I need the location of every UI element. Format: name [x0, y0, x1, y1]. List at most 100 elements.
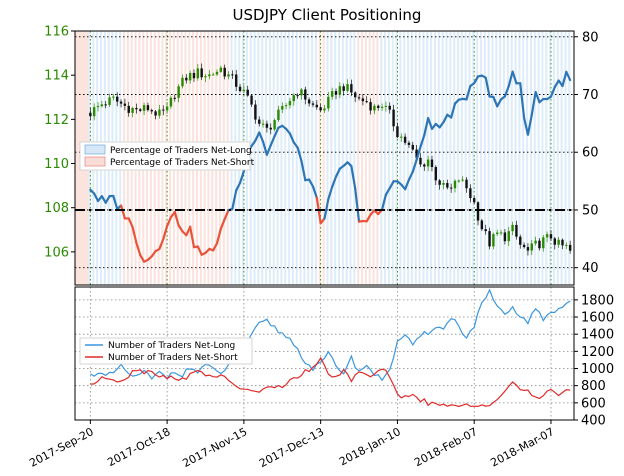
candle-body [181, 77, 184, 87]
candle-body [119, 101, 123, 104]
bg-column-long [449, 31, 452, 285]
candle-body [423, 164, 426, 167]
candle-body [192, 72, 196, 79]
candle-body [304, 89, 307, 100]
candle-body [238, 86, 242, 92]
candle-body [442, 183, 445, 185]
left-tick-label: 106 [44, 245, 69, 260]
candle-body [89, 112, 92, 117]
right-tick-label: 80 [582, 30, 599, 45]
bg-column-long [280, 31, 283, 285]
candle-body [154, 111, 157, 116]
bottom-legend-box [79, 337, 253, 365]
bottom-axis-ticks: 400 600 800 1000 1200 1400 1600 1800 [574, 293, 614, 429]
candle-body [292, 95, 295, 102]
sentiment-segment [173, 210, 180, 227]
candle-body [449, 187, 453, 189]
candle-body [568, 244, 572, 251]
candle-body [457, 180, 461, 182]
x-axis-ticks: 2017-Sep-20 2017-Oct-18 2017-Nov-15 2017-De… [27, 420, 556, 470]
candle-body [519, 236, 522, 245]
top-legend: Percentage of Traders Net-Long Percentag… [79, 141, 255, 171]
bg-column-long [426, 31, 429, 285]
candle-body [545, 234, 549, 238]
sentiment-segment [104, 195, 111, 204]
candle-body [496, 232, 499, 235]
bottom-tick-label: 400 [581, 414, 606, 429]
candle-body [327, 96, 330, 109]
sentiment-segment [288, 132, 295, 144]
candle-body [461, 179, 464, 181]
bottom-panel-frame [74, 286, 575, 421]
sentiment-segment [177, 224, 184, 233]
sentiment-segment [450, 102, 457, 119]
bg-column-long [537, 31, 540, 285]
bg-column-long [506, 31, 509, 285]
bg-column-long [341, 31, 344, 285]
candle-body [223, 67, 226, 77]
candle-body [346, 84, 349, 91]
sentiment-segment [331, 175, 338, 188]
legend-label-net-long: Percentage of Traders Net-Long [110, 146, 252, 156]
candle-body [100, 104, 104, 107]
sentiment-segment [519, 82, 526, 120]
sentiment-segment [365, 213, 372, 223]
sentiment-segment [561, 70, 568, 88]
bg-column-long [291, 31, 294, 285]
bg-column-short [376, 31, 379, 285]
candle-body [231, 74, 234, 76]
sentiment-segment [254, 131, 261, 142]
candle-body [499, 232, 503, 234]
sentiment-segment [380, 193, 388, 211]
sentiment-segment [166, 215, 173, 228]
candle-body [392, 109, 395, 127]
bg-column-long [334, 31, 337, 285]
bg-column-long [307, 31, 310, 285]
sentiment-segment [484, 76, 491, 98]
candle-body [288, 101, 292, 106]
candle-body [492, 234, 495, 247]
bg-column-long [380, 31, 383, 285]
bg-column-long [391, 31, 394, 285]
sentiment-segment [526, 113, 533, 136]
left-axis-ticks: 106 108 110 112 114 116 [44, 25, 75, 260]
candle-body [507, 231, 510, 242]
bg-column-long [276, 31, 279, 285]
candle-body [557, 239, 560, 245]
sentiment-segment [238, 170, 245, 184]
sentiment-segment [131, 225, 138, 245]
candle-body [369, 102, 372, 111]
x-tick-label: 2017-Oct-18 [105, 425, 172, 469]
sentiment-segment [135, 241, 142, 257]
sentiment-segment [534, 91, 541, 104]
sentiment-segment [553, 79, 560, 89]
candle-body [146, 105, 150, 111]
candle-body [446, 183, 449, 188]
sentiment-segment [300, 159, 307, 182]
x-tick-label: 2018-Mar-07 [488, 425, 556, 469]
sentiment-segment [119, 204, 127, 220]
sentiment-segment [223, 209, 230, 221]
candle-body [323, 108, 326, 111]
price-candles [89, 63, 572, 256]
bg-column-long [253, 31, 256, 285]
bg-column-long [288, 31, 291, 285]
sentiment-segment [522, 116, 530, 136]
chart-title: USDJPY Client Positioning [233, 6, 422, 24]
x-tick-label: 2018-Feb-07 [412, 425, 479, 469]
bg-column-long [491, 31, 494, 285]
right-tick-label: 50 [582, 203, 599, 218]
trader-count-lines [90, 288, 571, 408]
bg-column-long [311, 31, 314, 285]
candle-body [204, 76, 207, 78]
candle-body [265, 123, 269, 128]
bottom-legend: Number of Traders Net-Long Number of Tra… [79, 337, 253, 365]
candle-body [473, 198, 476, 203]
candle-body [215, 71, 219, 75]
sentiment-segment [473, 75, 480, 85]
candle-body [258, 119, 261, 124]
left-tick-label: 114 [44, 69, 69, 84]
candle-body [338, 86, 342, 95]
sentiment-segment [507, 70, 514, 88]
